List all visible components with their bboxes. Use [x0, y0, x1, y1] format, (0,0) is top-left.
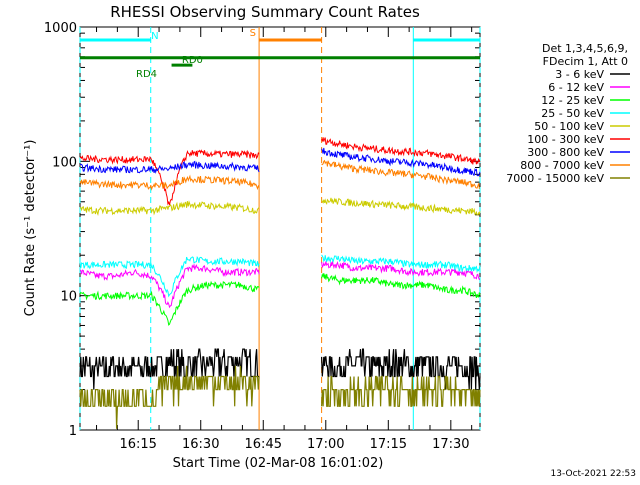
flag-label-rd4: RD4 [136, 69, 157, 80]
series-line-5 [79, 149, 260, 206]
series-line-5 [321, 137, 481, 165]
legend: Det 1,3,4,5,6,9,FDecim 1, Att 03 - 6 keV… [506, 42, 630, 185]
legend-entry-label: 25 - 50 keV [541, 107, 604, 120]
legend-entry-label: 50 - 100 keV [534, 120, 604, 133]
series-line-4 [79, 200, 260, 216]
series-line-8 [79, 365, 260, 429]
series-line-7 [321, 159, 481, 189]
series-line-1 [79, 263, 260, 309]
y-tick-label: 100 [52, 155, 77, 170]
legend-entry-label: 7000 - 15000 keV [506, 172, 604, 185]
series-line-4 [321, 197, 481, 216]
series-line-6 [321, 147, 481, 177]
series-line-0 [79, 348, 260, 390]
x-tick-label: 17:00 [307, 437, 344, 452]
y-tick-label: 10 [60, 290, 77, 305]
legend-header-line: FDecim 1, Att 0 [543, 55, 628, 68]
series-line-3 [321, 254, 481, 274]
legend-entry-label: 12 - 25 keV [541, 94, 604, 107]
series-line-6 [79, 160, 260, 175]
legend-header-line: Det 1,3,4,5,6,9, [542, 42, 628, 55]
x-tick-label: 16:45 [245, 437, 282, 452]
x-axis-label: Start Time (02-Mar-08 16:01:02) [173, 456, 384, 471]
series-line-7 [79, 174, 260, 191]
series-line-1 [321, 260, 481, 280]
x-tick-label: 17:30 [432, 437, 469, 452]
chart-title: RHESSI Observing Summary Count Rates [110, 3, 420, 21]
y-tick-label: 1 [69, 424, 77, 439]
y-tick-label: 1000 [44, 21, 77, 36]
legend-entry-label: 100 - 300 keV [527, 133, 604, 146]
x-tick-label: 16:30 [182, 437, 219, 452]
legend-entry-label: 6 - 12 keV [548, 81, 604, 94]
series-line-8 [321, 375, 481, 407]
series-line-3 [79, 255, 260, 298]
series-line-0 [321, 348, 481, 390]
legend-entry-label: 300 - 800 keV [527, 146, 604, 159]
series-line-2 [321, 272, 481, 299]
flag-label-n: N [151, 31, 158, 42]
x-tick-label: 17:15 [370, 437, 407, 452]
series-line-2 [79, 280, 260, 326]
x-tick-label: 16:15 [119, 437, 156, 452]
plot-area: 1 10 100 1000 16:15 16:30 16:45 17:00 17:15 17:30… [44, 21, 481, 452]
footer-date: 13-Oct-2021 22:53 [551, 469, 636, 479]
flag-label-s: S [250, 28, 256, 39]
legend-entry-label: 3 - 6 keV [555, 68, 604, 81]
legend-entry-label: 800 - 7000 keV [520, 159, 604, 172]
y-axis-label: Count Rate (s⁻¹ detector⁻¹) [23, 140, 38, 317]
flag-label-rd0: RD0 [182, 55, 203, 66]
